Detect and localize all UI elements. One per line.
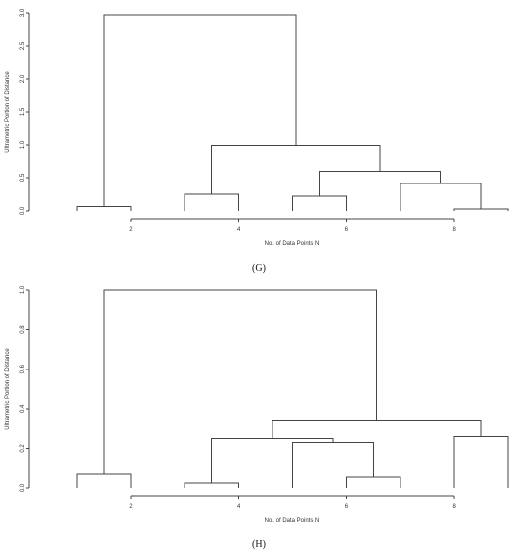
dendrogram-panel-g: 2 4 6 8 0.0 0.5 1.0 1.5 2.0 2.5 3.0 No. of Data P… xyxy=(5,8,509,274)
merge-link xyxy=(76,205,132,211)
merge-link xyxy=(211,438,334,484)
x-axis: 2 4 6 8 xyxy=(129,495,456,510)
panel-label: (H) xyxy=(252,539,266,550)
y-tick-label: 0.0 xyxy=(20,206,26,215)
x-tick-label: 4 xyxy=(237,504,241,510)
merge-link xyxy=(399,182,482,211)
x-axis: 2 4 6 8 xyxy=(129,218,456,233)
merge-link xyxy=(292,195,347,211)
merge-link xyxy=(453,208,509,211)
y-axis: 0.0 0.2 0.4 0.6 0.8 1.0 xyxy=(20,285,30,492)
x-tick-label: 2 xyxy=(129,227,133,233)
y-axis: 0.0 0.5 1.0 1.5 2.0 2.5 3.0 xyxy=(20,8,30,215)
y-tick-label: 0.6 xyxy=(20,364,26,373)
y-tick-label: 0.8 xyxy=(20,325,26,334)
x-tick-label: 8 xyxy=(452,227,456,233)
merge-lines xyxy=(76,289,509,488)
merge-link xyxy=(345,476,401,488)
y-tick-label: 3.0 xyxy=(20,8,26,17)
y-tick-label: 1.5 xyxy=(20,107,26,116)
merge-link xyxy=(271,420,482,439)
merge-lines xyxy=(76,14,509,211)
x-tick-label: 4 xyxy=(237,227,241,233)
x-tick-label: 6 xyxy=(345,504,349,510)
x-tick-label: 6 xyxy=(345,227,349,233)
y-tick-label: 0.5 xyxy=(20,173,26,182)
x-tick-label: 8 xyxy=(452,504,456,510)
merge-link xyxy=(184,193,240,211)
panel-label: (G) xyxy=(252,263,266,274)
y-tick-label: 0.0 xyxy=(20,483,26,492)
merge-link xyxy=(76,473,132,488)
merge-link xyxy=(103,14,297,207)
y-axis-label: Ultrametric Portion of Distance xyxy=(5,71,11,153)
y-tick-label: 2.5 xyxy=(20,41,26,50)
y-tick-label: 2.0 xyxy=(20,74,26,83)
x-axis-label: No. of Data Points N xyxy=(265,518,320,524)
y-tick-label: 1.0 xyxy=(20,140,26,149)
merge-link xyxy=(184,482,240,488)
y-tick-label: 0.4 xyxy=(20,404,26,413)
merge-link xyxy=(211,145,381,194)
y-tick-label: 1.0 xyxy=(20,285,26,294)
y-tick-label: 0.2 xyxy=(20,444,26,453)
merge-link xyxy=(103,289,378,475)
y-axis-label: Ultrametric Portion of Distance xyxy=(5,348,11,430)
dendrogram-panel-h: 2 4 6 8 0.0 0.2 0.4 0.6 0.8 1.0 No. of Data Poin… xyxy=(5,285,509,550)
x-tick-label: 2 xyxy=(129,504,133,510)
x-axis-label: No. of Data Points N xyxy=(265,241,320,247)
merge-link xyxy=(453,436,509,488)
merge-link xyxy=(292,442,374,488)
